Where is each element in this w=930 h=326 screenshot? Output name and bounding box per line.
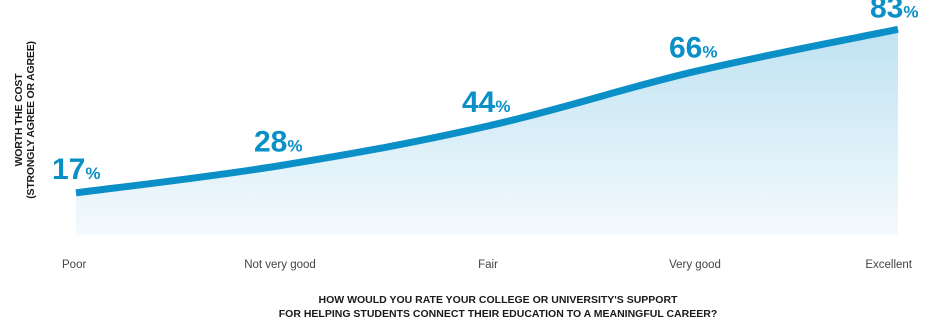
x-tick-label: Excellent (865, 259, 912, 271)
x-tick-label: Fair (478, 259, 498, 271)
data-label: 44% (462, 86, 511, 119)
data-label: 17% (52, 153, 101, 186)
data-labels: 17% 28% 44% 66% 83% (52, 0, 919, 186)
data-label: 83% (870, 0, 919, 24)
y-axis-label-line-2: (STRONGLY AGREE OR AGREE) (25, 41, 37, 199)
x-axis-ticks: Poor Not very good Fair Very good Excellent (62, 259, 913, 271)
x-tick-label: Very good (669, 259, 721, 271)
series-line (75, 25, 899, 197)
x-tick-label: Not very good (244, 259, 316, 271)
data-label: 28% (254, 126, 303, 159)
y-axis-label-line-1: WORTH THE COST (13, 73, 25, 167)
series-area-fill (76, 29, 898, 235)
x-axis-label-line-1: HOW WOULD YOU RATE YOUR COLLEGE OR UNIVE… (319, 294, 679, 306)
x-axis-label-line-2: FOR HELPING STUDENTS CONNECT THEIR EDUCA… (279, 308, 717, 320)
x-tick-label: Poor (62, 259, 86, 271)
data-label: 66% (669, 31, 718, 64)
